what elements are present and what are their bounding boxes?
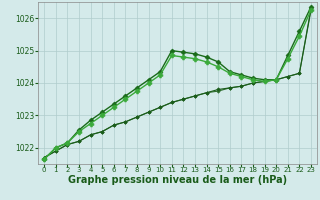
X-axis label: Graphe pression niveau de la mer (hPa): Graphe pression niveau de la mer (hPa) <box>68 175 287 185</box>
